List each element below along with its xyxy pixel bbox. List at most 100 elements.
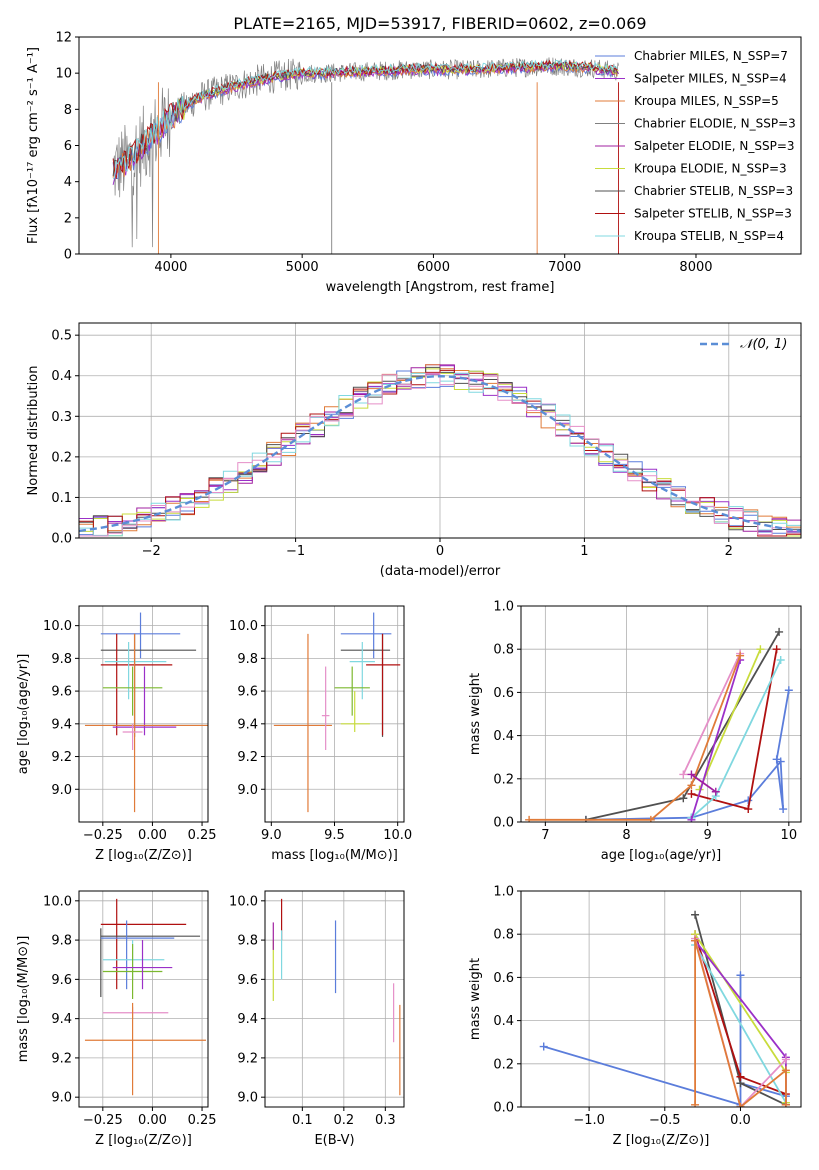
weight-marker: [775, 627, 784, 636]
x-tick-label: 0.1: [292, 1113, 313, 1128]
weight-marker: [687, 815, 696, 822]
legend-label: Chabrier STELIB, N_SSP=3: [634, 184, 793, 198]
x-tick-label: −0.25: [83, 828, 123, 843]
y-axis-label: mass weight: [468, 958, 483, 1040]
legend-label: Salpeter ELODIE, N_SSP=3: [634, 139, 795, 153]
spectrum-model-salpeter_stelib: [112, 59, 618, 179]
legend-label: 𝒩(0, 1): [740, 337, 787, 352]
y-tick-label: 9.0: [237, 783, 258, 798]
weight-marker: [779, 805, 788, 814]
y-tick-label: 0.0: [51, 532, 72, 547]
y-tick-label: 9.0: [51, 1091, 72, 1106]
weight-series-kroupa_elodie: [695, 645, 765, 794]
y-tick-label: 4: [64, 175, 72, 190]
x-tick-label: 0.3: [375, 1113, 396, 1128]
y-tick-label: 1.0: [493, 600, 514, 615]
axes-frame: [264, 890, 405, 1108]
x-axis-label: wavelength [Angstrom, rest frame]: [326, 280, 555, 295]
plot-area: [112, 57, 619, 254]
errorbar-point: [340, 612, 392, 659]
y-tick-label: 0.4: [51, 369, 72, 384]
x-tick-label: 4000: [154, 260, 187, 275]
x-tick-label: 9.0: [261, 828, 282, 843]
legend-label: Kroupa STELIB, N_SSP=4: [634, 229, 784, 243]
y-tick-label: 9.8: [51, 652, 72, 667]
weight-marker: [776, 656, 785, 664]
weight-marker: [781, 1100, 790, 1107]
x-tick-label: −0.5: [649, 1113, 681, 1128]
y-tick-label: 0.2: [493, 1057, 514, 1072]
weight-marker: [772, 645, 781, 654]
plot-area: [78, 364, 802, 537]
x-tick-label: 0: [436, 544, 444, 559]
histogram-legend: 𝒩(0, 1): [700, 337, 787, 352]
errorbar-point: [366, 633, 401, 736]
y-tick-label: 9.8: [237, 934, 258, 949]
weight-marker: [744, 805, 753, 814]
x-tick-label: 9: [704, 828, 712, 843]
errorbar-point: [102, 1006, 169, 1019]
age-mass-axes: 9.0 9.5 10.0 9.0 9.2 9.4 9.6 9.8 10.0 mass [log₁₀…: [229, 605, 412, 863]
weight-marker: [781, 1066, 790, 1075]
y-tick-label: 9.6: [51, 685, 72, 700]
y-axis-label: age [log₁₀(age/yr)]: [16, 654, 31, 775]
plot-area: [525, 627, 793, 822]
x-tick-label: 7000: [548, 260, 581, 275]
errorbar-point: [104, 642, 167, 700]
age-z-axes: −0.25 0.00 0.25 9.0 9.2 9.4 9.6 9.8 10.0 Z [log₁₀…: [16, 605, 217, 863]
y-tick-label: 0.2: [51, 450, 72, 465]
legend-label: Salpeter STELIB, N_SSP=3: [634, 207, 792, 221]
y-tick-label: 9.4: [237, 717, 258, 732]
errorbar-point: [100, 633, 197, 737]
x-tick-label: 0.0: [730, 1113, 751, 1128]
y-tick-label: 10.0: [43, 619, 72, 634]
y-tick-label: 9.2: [237, 750, 258, 765]
y-tick-label: 9.6: [237, 973, 258, 988]
legend-label: Salpeter MILES, N_SSP=4: [634, 72, 787, 86]
weight-marker: [679, 794, 688, 803]
x-tick-label: 0.00: [138, 828, 167, 843]
weight-marker: [687, 781, 696, 790]
weight-marker: [691, 1100, 700, 1107]
x-axis-label: Z [log₁₀(Z/Z⊙)]: [95, 1133, 192, 1148]
weight-line: [694, 940, 787, 1107]
plot-area: [539, 910, 790, 1107]
weight-series-chabrier_miles: [581, 686, 793, 822]
y-tick-label: 0.8: [493, 643, 514, 658]
weight-series-kroupa_miles: [691, 936, 790, 1107]
y-axis-label: mass [log₁₀(M/M⊙)]: [16, 936, 31, 1063]
figure-title: PLATE=2165, MJD=53917, FIBERID=0602, z=0…: [233, 14, 646, 33]
legend-label: Chabrier MILES, N_SSP=7: [634, 49, 788, 63]
y-tick-label: 0.5: [51, 329, 72, 344]
weight-marker: [736, 651, 745, 660]
x-tick-label: −1: [286, 544, 305, 559]
weight-marker: [736, 1103, 745, 1107]
errorbar-point: [100, 920, 175, 990]
x-tick-label: 9.5: [324, 828, 345, 843]
errorbar-point: [349, 642, 375, 700]
x-tick-label: 10: [781, 828, 798, 843]
x-axis-label: age [log₁₀(age/yr)]: [601, 848, 722, 863]
x-tick-label: 0.25: [188, 1113, 217, 1128]
plot-area: [273, 612, 401, 813]
weight-marker: [736, 1072, 745, 1081]
y-tick-label: 8: [64, 103, 72, 118]
errorbar-point: [340, 691, 370, 732]
errorbar-point: [273, 633, 332, 813]
errorbar-point: [122, 723, 143, 750]
errorbar-point: [102, 940, 165, 980]
errorbar-point: [84, 633, 208, 813]
spectrum-model-chabrier_miles: [112, 63, 618, 180]
mass-ebv-axes: 0.1 0.2 0.3 9.0 9.2 9.4 9.6 9.8 10.0 E(B-V): [229, 890, 405, 1148]
spectrum-data-line: [112, 57, 619, 248]
y-tick-label: 0.8: [493, 928, 514, 943]
weight-marker: [772, 755, 781, 764]
weight-series-kroupa_miles: [525, 651, 745, 822]
y-axis-label: Flux [fλ10⁻¹⁷ erg cm⁻² s⁻¹ A⁻¹]: [26, 47, 41, 244]
y-tick-label: 0.1: [51, 491, 72, 506]
spectrum-model-kroupa_stelib: [112, 59, 618, 180]
errorbar-point: [84, 1002, 207, 1096]
x-tick-label: 0.00: [138, 1113, 167, 1128]
errorbar-point: [100, 612, 181, 659]
histogram-steps-pink: [79, 372, 801, 537]
